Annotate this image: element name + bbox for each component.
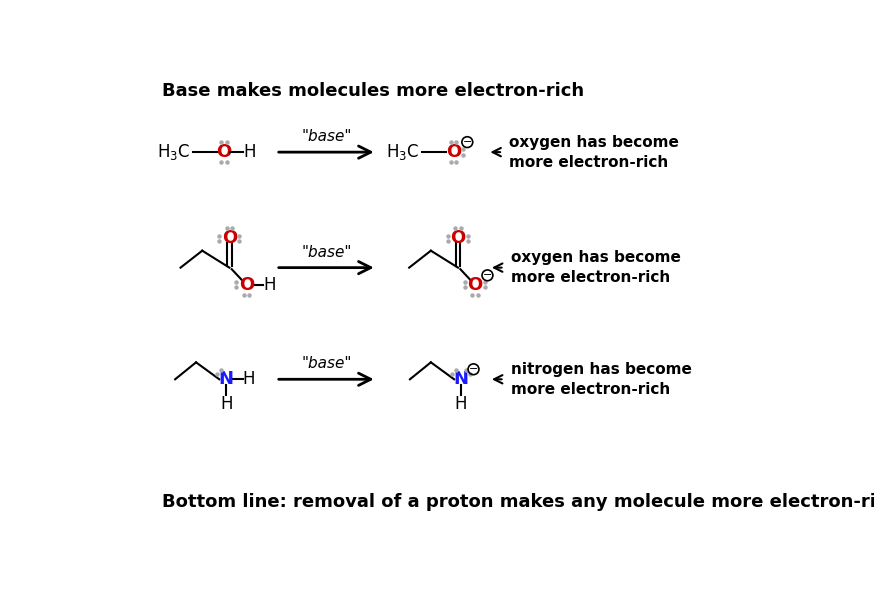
Text: O: O [217, 143, 232, 161]
Text: N: N [454, 370, 468, 388]
Text: "base": "base" [301, 129, 351, 144]
Text: "base": "base" [301, 245, 351, 260]
Text: H: H [454, 395, 468, 413]
Text: H$_3$C: H$_3$C [386, 142, 420, 162]
Text: H: H [243, 143, 256, 161]
Text: H: H [220, 395, 232, 413]
Text: H: H [263, 276, 276, 293]
Text: N: N [218, 370, 233, 388]
Text: O: O [222, 229, 237, 247]
Text: −: − [462, 137, 472, 147]
Text: O: O [468, 276, 482, 293]
Text: H: H [242, 370, 255, 388]
Text: O: O [450, 229, 466, 247]
Text: O: O [446, 143, 461, 161]
Text: H$_3$C: H$_3$C [157, 142, 191, 162]
Text: −: − [482, 270, 492, 280]
Text: oxygen has become
more electron-rich: oxygen has become more electron-rich [510, 135, 679, 169]
Text: O: O [239, 276, 254, 293]
Text: Bottom line: removal of a proton makes any molecule more electron-rich: Bottom line: removal of a proton makes a… [162, 494, 874, 511]
Text: nitrogen has become
more electron-rich: nitrogen has become more electron-rich [510, 362, 691, 397]
Text: "base": "base" [301, 356, 351, 371]
Text: oxygen has become
more electron-rich: oxygen has become more electron-rich [510, 250, 681, 285]
Text: Base makes molecules more electron-rich: Base makes molecules more electron-rich [162, 81, 584, 100]
Text: −: − [468, 364, 478, 374]
